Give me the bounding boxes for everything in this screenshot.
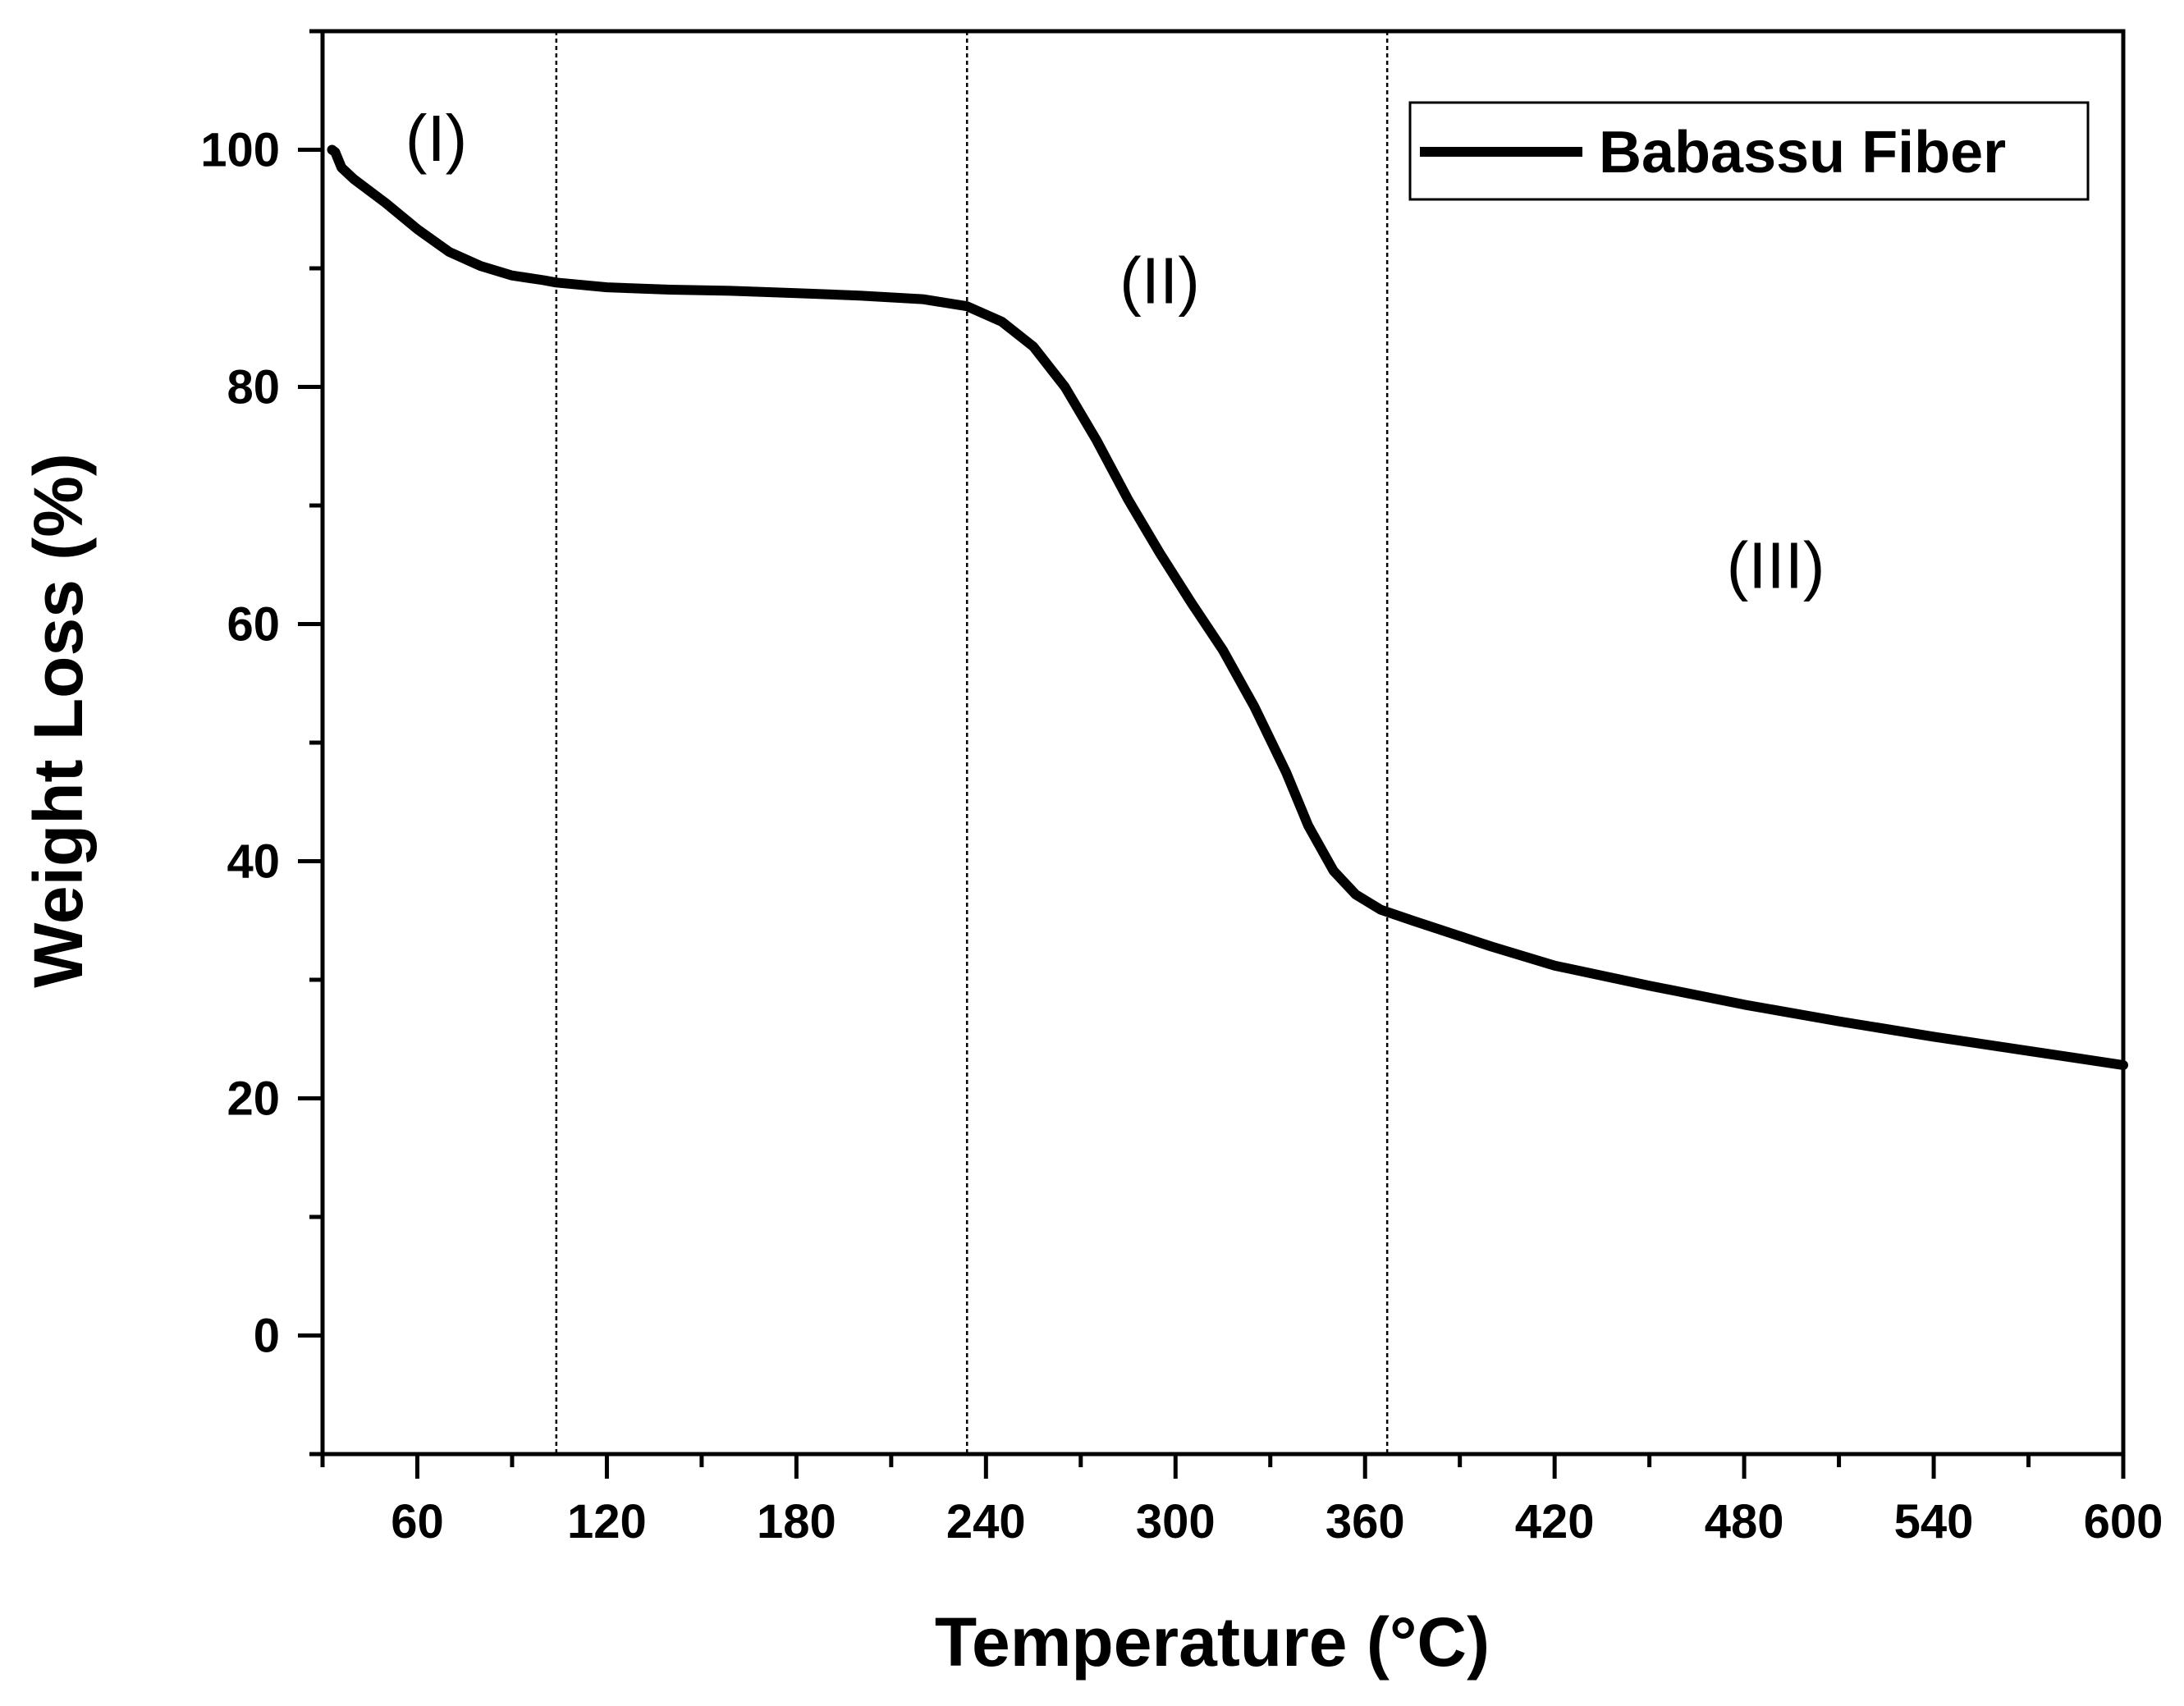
legend-label: Babassu Fiber bbox=[1599, 120, 2006, 185]
region-label-1: (I) bbox=[405, 102, 468, 175]
x-tick-label: 60 bbox=[391, 1495, 444, 1548]
plot-frame bbox=[320, 29, 2126, 1457]
x-tick-label: 240 bbox=[946, 1495, 1026, 1548]
x-tick-label: 600 bbox=[2084, 1495, 2163, 1548]
y-tick-label: 60 bbox=[227, 598, 280, 652]
x-tick-label: 540 bbox=[1894, 1495, 1974, 1548]
vertical-divider-lines bbox=[555, 31, 1389, 1454]
x-tick-label: 420 bbox=[1515, 1495, 1595, 1548]
y-axis-title: Weight Loss (%) bbox=[20, 453, 97, 988]
y-tick-label: 20 bbox=[227, 1073, 280, 1126]
x-tick-label: 360 bbox=[1326, 1495, 1405, 1548]
y-tick-label: 0 bbox=[254, 1310, 280, 1363]
region-label-2: (II) bbox=[1119, 244, 1200, 317]
x-tick-label: 180 bbox=[757, 1495, 836, 1548]
x-axis-ticks: 60 120 180 240 300 360 420 480 540 600 bbox=[320, 1454, 2163, 1548]
y-tick-label: 80 bbox=[227, 361, 280, 414]
region-label-3: (III) bbox=[1727, 528, 1825, 601]
axes-frame bbox=[320, 29, 2126, 1457]
series-line-babassu-fiber bbox=[327, 144, 2128, 1070]
data-series bbox=[327, 144, 2128, 1070]
x-tick-label: 120 bbox=[567, 1495, 647, 1548]
x-tick-label: 480 bbox=[1705, 1495, 1784, 1548]
x-axis-title: Temperature (°C) bbox=[935, 1603, 1490, 1681]
region-annotations: (I) (II) (III) bbox=[405, 102, 1825, 601]
y-tick-label: 40 bbox=[227, 835, 280, 889]
legend: Babassu Fiber bbox=[1408, 101, 2090, 201]
x-tick-label: 300 bbox=[1136, 1495, 1216, 1548]
y-axis-ticks: 0 20 40 60 80 100 bbox=[200, 29, 323, 1457]
y-tick-label: 100 bbox=[200, 124, 280, 177]
